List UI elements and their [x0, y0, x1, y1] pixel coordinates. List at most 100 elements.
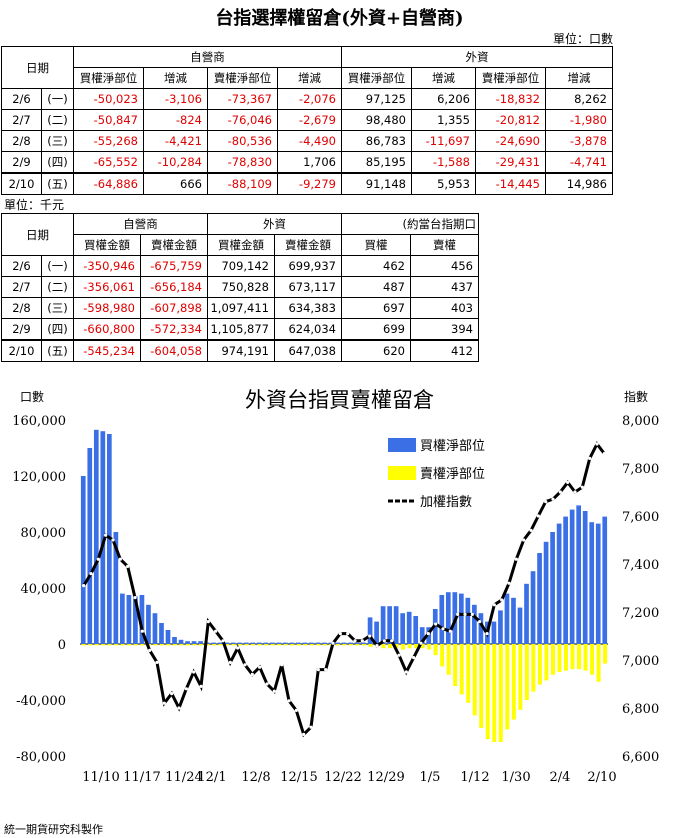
put-bar	[153, 644, 158, 646]
put-bar	[361, 644, 366, 646]
right-tick-label: 6,800	[622, 702, 659, 717]
table-cell: -20,812	[475, 109, 546, 131]
table-cell: -2,679	[277, 109, 342, 131]
row-weekday: (三)	[41, 297, 74, 319]
index-point	[214, 629, 218, 633]
index-point	[507, 581, 511, 585]
call-bar	[354, 642, 360, 644]
put-bar	[101, 644, 106, 646]
left-axis-label: 口數	[20, 390, 45, 404]
index-point	[294, 708, 298, 712]
row-weekday: (三)	[41, 130, 74, 152]
table-cell: -2,076	[277, 88, 342, 110]
x-tick-label: 2/10	[587, 770, 616, 785]
call-bar	[309, 642, 314, 644]
put-bar	[316, 644, 321, 646]
table-cell: 97,125	[341, 88, 412, 110]
put-bar	[303, 644, 308, 646]
index-point	[280, 663, 284, 667]
left-tick-label: 40,000	[21, 582, 67, 597]
table-cell: 6,206	[411, 88, 476, 110]
x-tick-label: 11/24	[165, 770, 202, 785]
table-cell: -545,234	[73, 339, 141, 362]
table2-row: 2/10 (五) -545,234 -604,058 974,191 647,038 620…	[1, 339, 479, 362]
index-point	[419, 641, 423, 645]
table2-row: 2/8 (三) -598,980 -607,898 1,097,411 634,383 69…	[1, 297, 479, 319]
table2-dealer-header: 自營商	[73, 213, 208, 235]
call-bar	[517, 607, 523, 644]
put-bar	[401, 644, 406, 650]
page-title: 台指選擇權留倉(外資+自營商)	[215, 8, 464, 29]
row-date: 2/8	[1, 297, 42, 319]
index-point	[588, 456, 592, 460]
put-bar	[172, 644, 177, 646]
index-point	[126, 564, 130, 568]
table2-unit: 單位：千元	[4, 198, 65, 212]
index-point	[434, 622, 438, 626]
put-bar	[603, 644, 608, 664]
put-bar	[290, 644, 295, 646]
table-cell: -4,421	[143, 130, 208, 152]
put-bar	[238, 644, 243, 646]
call-bar	[328, 642, 334, 644]
table-cell: 86,783	[341, 130, 412, 152]
table-cell: -10,284	[143, 151, 208, 174]
index-point	[287, 699, 291, 703]
index-point	[236, 646, 240, 650]
table-cell: 647,038	[274, 339, 342, 362]
put-bar	[322, 644, 327, 646]
call-bar	[256, 642, 262, 644]
call-bar	[426, 627, 432, 644]
table1-col-header: 買權淨部位	[73, 67, 144, 89]
index-point	[514, 557, 518, 561]
call-bar	[419, 627, 425, 644]
put-bar	[479, 644, 484, 728]
put-bar	[498, 644, 503, 742]
table-cell: -350,946	[73, 255, 141, 277]
table1-col-header: 賣權淨部位	[475, 67, 546, 89]
table1-col-header: 增減	[411, 67, 476, 89]
table-cell: -9,279	[277, 172, 342, 195]
index-point	[412, 656, 416, 660]
index-point	[206, 620, 210, 624]
table-cell: 91,148	[341, 172, 412, 195]
call-bar	[237, 642, 243, 644]
call-bar	[296, 642, 301, 644]
table-cell: -675,759	[140, 255, 208, 277]
amounts-table: 日期 自營商 外資 (約當台指期口 買權金額 賣權金額 買權金額 賣權金額 買權 賣權 2…	[1, 213, 479, 362]
index-line	[82, 441, 606, 738]
table1-row: 2/10 (五) -64,886 666 -88,109 -9,279 91,148 5,95…	[1, 172, 613, 195]
call-bar	[504, 593, 510, 644]
row-weekday: (二)	[41, 109, 74, 131]
put-bar	[563, 644, 568, 671]
call-bar	[576, 505, 582, 644]
call-bar	[472, 604, 477, 644]
index-point	[529, 528, 533, 532]
call-bar	[211, 642, 216, 644]
call-bar	[263, 642, 269, 644]
table-cell: 437	[410, 276, 479, 298]
call-bar	[341, 642, 347, 644]
put-bar	[107, 644, 112, 646]
table1-row: 2/6 (一) -50,023 -3,106 -73,367 -2,076 97,125 6,…	[1, 88, 613, 110]
call-bar	[537, 553, 542, 644]
index-point	[463, 612, 467, 616]
index-point	[375, 644, 379, 648]
table-cell: -55,268	[73, 130, 144, 152]
put-bar	[166, 644, 171, 646]
call-bar	[569, 509, 575, 644]
table-cell: -1,980	[545, 109, 613, 131]
table-cell: -11,697	[411, 130, 476, 152]
index-point	[390, 639, 394, 643]
index-point	[89, 572, 93, 576]
right-tick-label: 7,400	[622, 558, 659, 573]
row-weekday: (五)	[41, 339, 74, 362]
table-cell: -24,690	[475, 130, 546, 152]
call-bar	[93, 429, 99, 644]
put-bar	[485, 644, 490, 740]
left-tick-label: 160,000	[12, 414, 66, 429]
put-bar	[179, 644, 184, 646]
table-cell: -3,106	[143, 88, 208, 110]
table-cell: -50,847	[73, 109, 144, 131]
index-point	[118, 557, 122, 561]
